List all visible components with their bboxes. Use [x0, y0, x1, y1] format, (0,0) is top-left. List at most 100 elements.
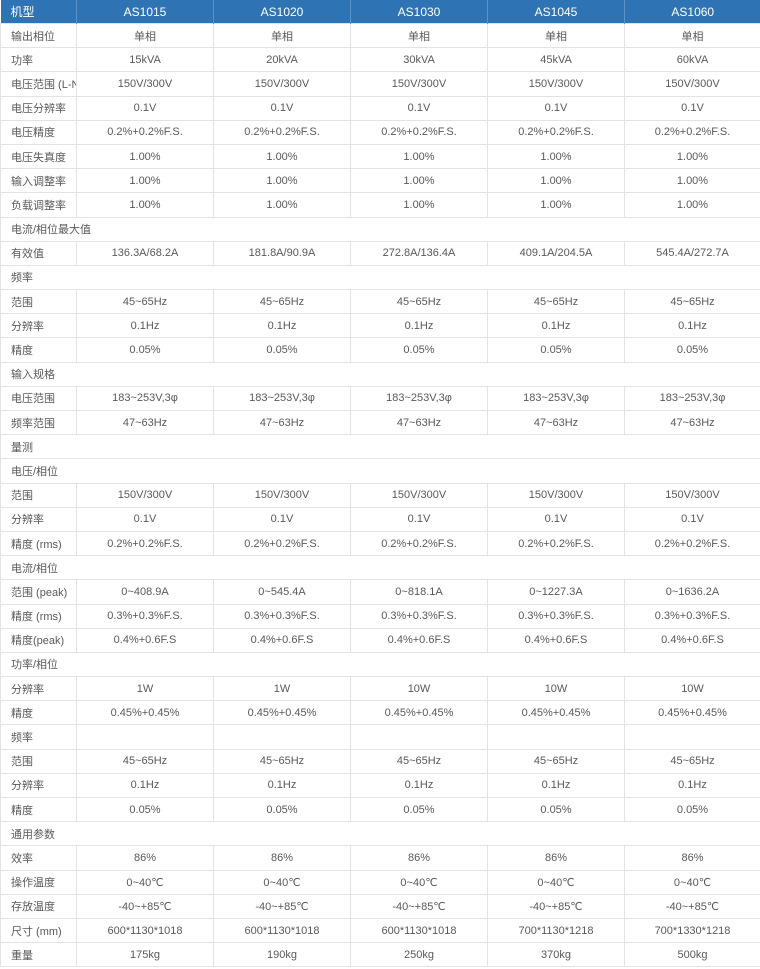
- cell-value: 0~40℃: [213, 869, 351, 895]
- cell-value: 45~65Hz: [350, 748, 488, 774]
- table-row: 频率: [0, 724, 760, 750]
- row-label: 范围: [0, 289, 77, 315]
- cell-value: 183~253V,3φ: [213, 385, 351, 412]
- cell-value: 0~1227.3A: [487, 579, 625, 605]
- row-label: 频率范围: [0, 409, 77, 436]
- cell-value: -40~+85℃: [350, 893, 488, 919]
- cell-value: 0.3%+0.3%F.S.: [213, 603, 351, 629]
- cell-value: -40~+85℃: [487, 893, 625, 919]
- cell-value: 1.00%: [624, 168, 760, 194]
- table-row: 精度(peak) 0.4%+0.6F.S 0.4%+0.6F.S 0.4%+0.6F.…: [0, 627, 760, 653]
- column-header: AS1020: [213, 0, 351, 24]
- cell-value: 47~63Hz: [624, 409, 760, 436]
- cell-value: 47~63Hz: [76, 409, 214, 436]
- row-label: 分辨率: [0, 772, 77, 799]
- column-header: AS1030: [350, 0, 488, 24]
- cell-value: 0.1V: [350, 506, 488, 532]
- row-label: 分辨率: [0, 313, 77, 339]
- cell-value: 0.05%: [487, 796, 625, 823]
- table-row: 电压范围 183~253V,3φ 183~253V,3φ 183~253V,3φ 183…: [0, 385, 760, 412]
- cell-value: 47~63Hz: [350, 409, 488, 436]
- cell-value: 1.00%: [487, 168, 625, 194]
- cell-value: 86%: [350, 845, 488, 871]
- cell-value: 175kg: [76, 942, 214, 968]
- cell-value: 0~408.9A: [76, 579, 214, 605]
- cell-value: 0~40℃: [350, 869, 488, 895]
- section-row: 电压/相位: [0, 458, 760, 484]
- cell-value: 0~818.1A: [350, 579, 488, 605]
- cell-value: 单相: [76, 22, 214, 49]
- cell-value: 0.05%: [76, 337, 214, 363]
- table-row: 分辨率 1W 1W 10W 10W 10W: [0, 676, 760, 702]
- cell-value: 0.2%+0.2%F.S.: [350, 119, 488, 145]
- row-label: 重量: [0, 942, 77, 968]
- row-label: 输入调整率: [0, 168, 77, 194]
- cell-value: 0.2%+0.2%F.S.: [624, 119, 760, 145]
- cell-value: 86%: [487, 845, 625, 871]
- cell-value: 0.1V: [350, 95, 488, 121]
- cell-value: 370kg: [487, 942, 625, 968]
- cell-value: 0.05%: [350, 337, 488, 363]
- cell-value: 0.1Hz: [76, 772, 214, 799]
- cell-value: 1.00%: [76, 143, 214, 170]
- cell-value: 0.2%+0.2%F.S.: [350, 530, 488, 557]
- table-row: 范围 45~65Hz 45~65Hz 45~65Hz 45~65Hz 45~65Hz: [0, 748, 760, 774]
- cell-value: 150V/300V: [213, 482, 351, 508]
- cell-value: 0.2%+0.2%F.S.: [624, 530, 760, 557]
- table-row: 效率 86% 86% 86% 86% 86%: [0, 845, 760, 871]
- spec-table-body: 输出相位 单相 单相 单相 单相 单相 功率 15kVA 20kVA 30kVA 45kVA 60kV…: [0, 22, 760, 968]
- cell-value: 0~545.4A: [213, 579, 351, 605]
- table-row: 分辨率 0.1V 0.1V 0.1V 0.1V 0.1V: [0, 506, 760, 532]
- section-row: 电流/相位最大值: [0, 216, 760, 242]
- column-header: AS1045: [487, 0, 625, 24]
- row-label: 尺寸 (mm): [0, 917, 77, 944]
- cell-value: 86%: [76, 845, 214, 871]
- cell-value: 0.05%: [624, 796, 760, 823]
- cell-value: 150V/300V: [624, 482, 760, 508]
- cell-value: 0.1Hz: [487, 772, 625, 799]
- cell-value: 0.1Hz: [350, 772, 488, 799]
- cell-value: 45~65Hz: [487, 289, 625, 315]
- cell-value: 0.3%+0.3%F.S.: [487, 603, 625, 629]
- cell-value: 1.00%: [350, 143, 488, 170]
- column-header: AS1015: [76, 0, 214, 24]
- cell-value: 1.00%: [76, 192, 214, 218]
- row-label: 范围: [0, 482, 77, 508]
- cell-value: 0.1V: [213, 506, 351, 532]
- cell-value: 545.4A/272.7A: [624, 240, 760, 266]
- table-row: 精度 0.05% 0.05% 0.05% 0.05% 0.05%: [0, 796, 760, 823]
- cell-value: [350, 724, 488, 750]
- cell-value: 0.45%+0.45%: [76, 700, 214, 726]
- section-label: 频率: [0, 264, 760, 291]
- cell-value: 0.1V: [213, 95, 351, 121]
- table-row: 功率 15kVA 20kVA 30kVA 45kVA 60kVA: [0, 47, 760, 73]
- cell-value: 0.4%+0.6F.S: [213, 627, 351, 653]
- section-label: 功率/相位: [0, 651, 760, 678]
- cell-value: 45~65Hz: [624, 748, 760, 774]
- row-label: 功率: [0, 47, 77, 73]
- table-row: 操作温度 0~40℃ 0~40℃ 0~40℃ 0~40℃ 0~40℃: [0, 869, 760, 895]
- cell-value: 0.05%: [213, 337, 351, 363]
- row-label: 精度: [0, 337, 77, 363]
- row-label: 分辨率: [0, 676, 77, 702]
- table-row: 尺寸 (mm) 600*1130*1018 600*1130*1018 600*113…: [0, 917, 760, 944]
- row-label: 精度 (rms): [0, 530, 77, 557]
- cell-value: 190kg: [213, 942, 351, 968]
- cell-value: 150V/300V: [350, 71, 488, 97]
- cell-value: 272.8A/136.4A: [350, 240, 488, 266]
- row-label: 电压范围: [0, 385, 77, 412]
- cell-value: 47~63Hz: [487, 409, 625, 436]
- table-row: 分辨率 0.1Hz 0.1Hz 0.1Hz 0.1Hz 0.1Hz: [0, 772, 760, 799]
- cell-value: [76, 724, 214, 750]
- cell-value: 0.05%: [213, 796, 351, 823]
- cell-value: 单相: [213, 22, 351, 49]
- cell-value: 60kVA: [624, 47, 760, 73]
- cell-value: 136.3A/68.2A: [76, 240, 214, 266]
- cell-value: 600*1130*1018: [213, 917, 351, 944]
- cell-value: 0.1Hz: [213, 772, 351, 799]
- section-row: 频率: [0, 264, 760, 291]
- row-label: 效率: [0, 845, 77, 871]
- cell-value: 600*1130*1018: [350, 917, 488, 944]
- cell-value: 409.1A/204.5A: [487, 240, 625, 266]
